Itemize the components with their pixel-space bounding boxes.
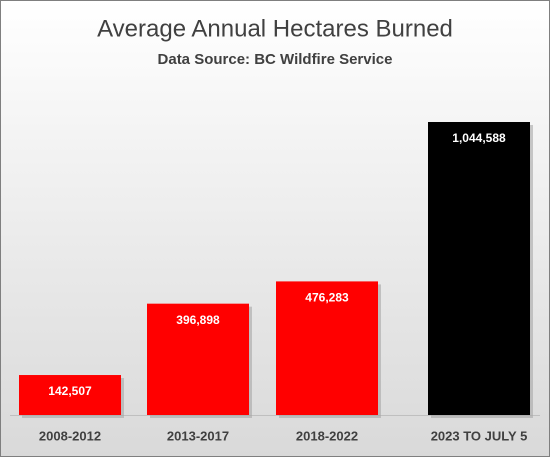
chart-subtitle: Data Source: BC Wildfire Service <box>158 51 393 68</box>
x-tick-label: 2023 TO JULY 5 <box>431 428 528 443</box>
x-tick-label: 2013-2017 <box>167 428 229 443</box>
data-label: 142,507 <box>48 384 92 398</box>
x-tick-label: 2008-2012 <box>39 428 101 443</box>
x-tick-label: 2018-2022 <box>296 428 358 443</box>
bar <box>147 303 249 415</box>
data-label: 476,283 <box>305 291 349 305</box>
bar <box>276 281 378 415</box>
data-label: 1,044,588 <box>452 131 506 145</box>
bar <box>19 375 121 415</box>
chart-title: Average Annual Hectares Burned <box>97 15 453 42</box>
bar <box>428 122 530 415</box>
data-label: 396,898 <box>176 313 220 327</box>
